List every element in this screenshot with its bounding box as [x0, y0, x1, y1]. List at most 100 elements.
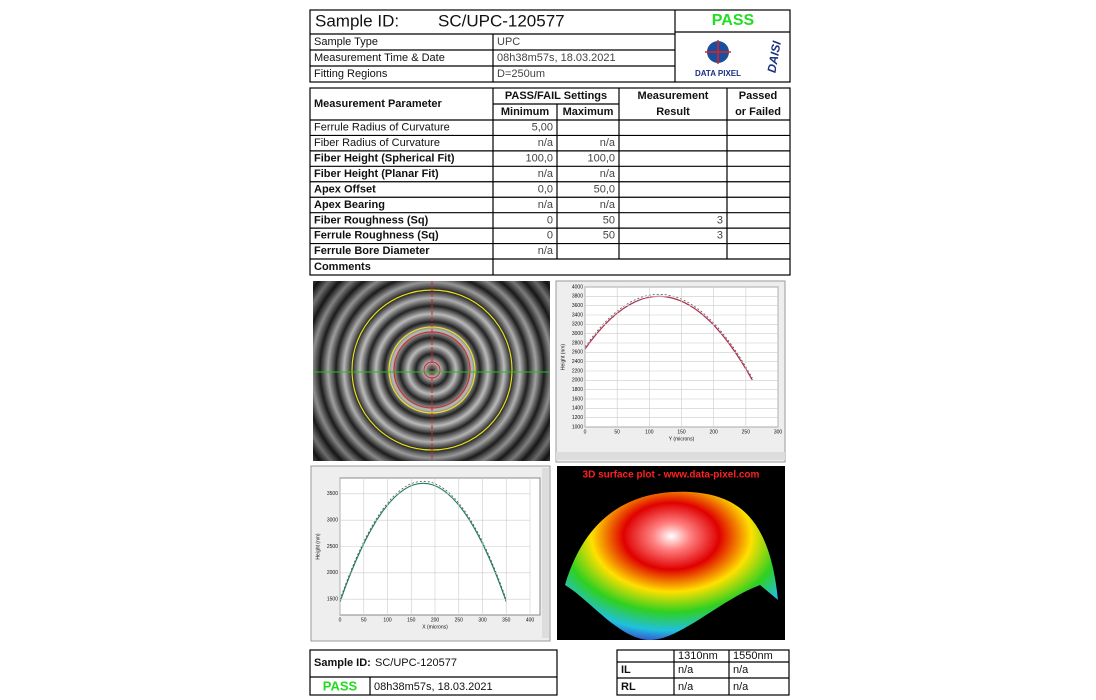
- header-label: Measurement Time & Date: [314, 52, 445, 64]
- x-tick-label: 0: [339, 617, 342, 623]
- footer-status: PASS: [323, 678, 358, 693]
- cell-value: 0: [547, 214, 553, 226]
- surface: [565, 491, 778, 640]
- header-parameter: Measurement Parameter: [314, 98, 443, 110]
- cell-value: 3: [717, 214, 723, 226]
- x-axis-label: X (microns): [422, 624, 448, 630]
- cell-value: n/a: [600, 137, 616, 149]
- logo-text: DATA PIXEL: [695, 69, 741, 78]
- cell-value: 100,0: [587, 153, 615, 165]
- cell-value: 3: [717, 230, 723, 242]
- x-tick-label: 150: [677, 429, 686, 435]
- sample-id-label: Sample ID:: [315, 11, 399, 30]
- header-maximum: Maximum: [563, 106, 614, 118]
- cell-value: n/a: [600, 199, 616, 211]
- header-value: 08h38m57s, 18.03.2021: [497, 52, 616, 64]
- x-tick-label: 50: [614, 429, 620, 435]
- y-tick-label: 1600: [572, 396, 583, 402]
- header-label: Sample Type: [314, 36, 378, 48]
- cell-value: n/a: [538, 137, 554, 149]
- status: PASS: [712, 12, 755, 29]
- x-axis-label: Y (microns): [669, 436, 695, 442]
- x-tick-label: 400: [526, 617, 535, 623]
- x-tick-label: 150: [407, 617, 416, 623]
- y-tick-label: 3500: [327, 491, 338, 497]
- y-tick-label: 2800: [572, 340, 583, 346]
- loss-value: n/a: [733, 664, 749, 676]
- footer-box: [309, 649, 558, 696]
- header-label: Fitting Regions: [314, 68, 388, 80]
- header-value: D=250um: [497, 68, 545, 80]
- x-tick-label: 350: [502, 617, 511, 623]
- comments-label: Comments: [314, 261, 371, 273]
- header-box: [309, 9, 791, 83]
- surface-title: 3D surface plot - www.data-pixel.com: [583, 470, 760, 481]
- y-axis-label: Height (nm): [315, 533, 321, 559]
- y-tick-label: 2400: [572, 359, 583, 365]
- footer-datetime: 08h38m57s, 18.03.2021: [374, 681, 493, 693]
- parameter-name: Ferrule Radius of Curvature: [314, 122, 450, 134]
- header-value: UPC: [497, 36, 520, 48]
- y-tick-label: 3600: [572, 303, 583, 309]
- x-tick-label: 50: [361, 617, 367, 623]
- parameter-name: Fiber Height (Planar Fit): [314, 168, 439, 180]
- header-settings: PASS/FAIL Settings: [505, 90, 607, 102]
- y-tick-label: 2200: [572, 368, 583, 374]
- x-tick-label: 200: [709, 429, 718, 435]
- y-tick-label: 4000: [572, 284, 583, 290]
- x-tick-label: 0: [584, 429, 587, 435]
- footer-sample-id: SC/UPC-120577: [375, 657, 457, 669]
- cell-value: n/a: [538, 168, 554, 180]
- cell-value: 0: [547, 230, 553, 242]
- footer-sample-id-label: Sample ID:: [314, 657, 371, 669]
- x-tick-label: 300: [478, 617, 487, 623]
- y-tick-label: 2000: [572, 378, 583, 384]
- cell-value: n/a: [538, 245, 554, 257]
- y-tick-label: 3800: [572, 294, 583, 300]
- cell-value: 0,0: [538, 183, 553, 195]
- y-tick-label: 2600: [572, 350, 583, 356]
- x-tick-label: 200: [431, 617, 440, 623]
- y-tick-label: 3400: [572, 312, 583, 318]
- wavelength: 1310nm: [678, 650, 718, 662]
- x-profile-curve: [339, 482, 507, 602]
- loss-table: [616, 649, 790, 696]
- y-tick-label: 2000: [327, 570, 338, 576]
- y-tick-label: 1400: [572, 406, 583, 412]
- y-tick-label: 3000: [572, 331, 583, 337]
- loss-value: n/a: [733, 681, 749, 693]
- loss-label: IL: [621, 664, 631, 676]
- y-tick-label: 1800: [572, 387, 583, 393]
- sample-id: SC/UPC-120577: [438, 11, 565, 30]
- parameter-name: Fiber Radius of Curvature: [314, 137, 440, 149]
- wavelength: 1550nm: [733, 650, 773, 662]
- header-passed: Passed: [739, 90, 778, 102]
- x-tick-label: 100: [383, 617, 392, 623]
- y-tick-label: 3000: [327, 517, 338, 523]
- cell-value: 5,00: [532, 122, 553, 134]
- loss-value: n/a: [678, 681, 694, 693]
- y-tick-label: 1200: [572, 415, 583, 421]
- header-result: Result: [656, 106, 690, 118]
- y-profile-curve: [584, 295, 753, 381]
- parameter-name: Ferrule Roughness (Sq): [314, 230, 439, 242]
- logo-brand: DAISI: [765, 39, 784, 74]
- parameter-name: Apex Bearing: [314, 199, 385, 211]
- loss-label: RL: [621, 681, 636, 693]
- x-tick-label: 300: [774, 429, 783, 435]
- header-passed: or Failed: [735, 106, 781, 118]
- y-tick-label: 1000: [572, 424, 583, 430]
- cell-value: 50: [603, 214, 615, 226]
- x-tick-label: 100: [645, 429, 654, 435]
- y-axis-label: Height (nm): [560, 344, 566, 370]
- parameter-name: Fiber Height (Spherical Fit): [314, 153, 455, 165]
- x-tick-label: 250: [455, 617, 464, 623]
- y-tick-label: 2500: [327, 544, 338, 550]
- x-tick-label: 250: [742, 429, 751, 435]
- cell-value: 100,0: [525, 153, 553, 165]
- header-result: Measurement: [638, 90, 709, 102]
- loss-value: n/a: [678, 664, 694, 676]
- cell-value: n/a: [600, 168, 616, 180]
- y-tick-label: 3200: [572, 322, 583, 328]
